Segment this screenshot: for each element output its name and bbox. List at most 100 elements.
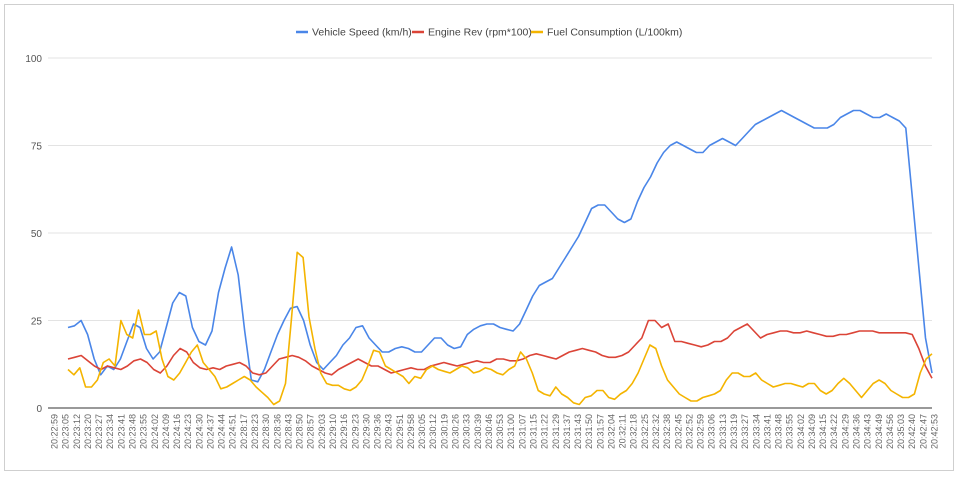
x-tick-label: 20:34:56 — [885, 414, 895, 449]
x-tick-label: 20:32:45 — [673, 414, 683, 449]
legend-label: Engine Rev (rpm*100) — [428, 27, 532, 39]
x-tick-label: 20:31:00 — [506, 414, 516, 449]
x-tick-label: 20:34:43 — [863, 414, 873, 449]
x-tick-label: 20:29:23 — [350, 414, 360, 449]
x-tick-label: 20:28:57 — [306, 414, 316, 449]
x-tick-label: 20:23:20 — [83, 414, 93, 449]
x-tick-label: 20:34:49 — [874, 414, 884, 449]
x-tick-label: 20:33:13 — [718, 414, 728, 449]
x-tick-label: 20:23:12 — [72, 414, 82, 449]
x-tick-label: 20:30:05 — [417, 414, 427, 449]
x-tick-label: 20:31:29 — [551, 414, 561, 449]
y-tick-label: 25 — [31, 317, 43, 328]
x-tick-label: 20:29:03 — [317, 414, 327, 449]
x-tick-label: 20:29:58 — [406, 414, 416, 449]
series-points-1 — [67, 320, 933, 379]
series-points-2 — [67, 252, 933, 405]
x-tick-label: 20:24:02 — [150, 414, 160, 449]
x-tick-label: 20:32:18 — [629, 414, 639, 449]
x-tick-label: 20:24:37 — [205, 414, 215, 449]
x-tick-label: 20:31:57 — [595, 414, 605, 449]
x-tick-label: 20:24:30 — [194, 414, 204, 449]
x-tick-label: 20:32:32 — [651, 414, 661, 449]
x-tick-label: 20:29:10 — [328, 414, 338, 449]
legend-label: Vehicle Speed (km/h) — [312, 27, 412, 39]
x-tick-label: 20:42:40 — [907, 414, 917, 449]
chart-frame — [4, 4, 954, 471]
x-tick-label: 20:32:04 — [606, 414, 616, 449]
x-tick-label: 20:23:05 — [61, 414, 71, 449]
x-tick-label: 20:34:15 — [818, 414, 828, 449]
legend-label: Fuel Consumption (L/100km) — [547, 27, 682, 39]
x-tick-label: 20:30:12 — [428, 414, 438, 449]
x-tick-label: 20:23:55 — [139, 414, 149, 449]
x-tick-label: 20:29:30 — [361, 414, 371, 449]
x-tick-label: 20:28:36 — [272, 414, 282, 449]
x-tick-label: 20:31:43 — [573, 414, 583, 449]
x-tick-label: 20:33:41 — [762, 414, 772, 449]
x-tick-label: 20:31:37 — [562, 414, 572, 449]
x-tick-label: 20:35:03 — [896, 414, 906, 449]
y-tick-label: 0 — [36, 404, 42, 415]
legend: Vehicle Speed (km/h) Engine Rev (rpm*100)… — [296, 27, 682, 39]
x-tick-label: 20:30:39 — [473, 414, 483, 449]
x-tick-label: 20:34:02 — [796, 414, 806, 449]
x-tick-label: 20:24:44 — [217, 414, 227, 449]
x-tick-label: 20:32:59 — [696, 414, 706, 449]
x-tick-label: 20:24:16 — [172, 414, 182, 449]
series-points-0 — [67, 110, 933, 382]
series-lines — [67, 109, 933, 406]
x-tick-label: 20:33:19 — [729, 414, 739, 449]
x-tick-label: 20:23:27 — [94, 414, 104, 449]
x-tick-label: 20:23:41 — [116, 414, 126, 449]
x-axis-ticks: 20:22:59 20:23:05 20:23:12 20:23:20 20:23:27… — [50, 414, 940, 449]
series-line-2 — [67, 251, 933, 406]
x-tick-label: 20:23:48 — [127, 414, 137, 449]
x-tick-label: 20:28:50 — [295, 414, 305, 449]
x-tick-label: 20:28:43 — [283, 414, 293, 449]
x-tick-label: 20:29:43 — [384, 414, 394, 449]
x-tick-label: 20:33:48 — [774, 414, 784, 449]
x-tick-label: 20:24:23 — [183, 414, 193, 449]
x-tick-label: 20:34:36 — [852, 414, 862, 449]
x-tick-label: 20:24:51 — [228, 414, 238, 449]
x-tick-label: 20:24:09 — [161, 414, 171, 449]
x-tick-label: 20:30:33 — [462, 414, 472, 449]
x-tick-label: 20:29:51 — [395, 414, 405, 449]
x-tick-label: 20:42:53 — [930, 414, 940, 449]
x-tick-label: 20:23:34 — [105, 414, 115, 449]
x-tick-label: 20:22:59 — [50, 414, 60, 449]
gridlines — [48, 57, 932, 409]
x-tick-label: 20:32:11 — [618, 414, 628, 448]
x-tick-label: 20:28:30 — [261, 414, 271, 449]
x-tick-label: 20:31:22 — [540, 414, 550, 449]
x-tick-label: 20:34:09 — [807, 414, 817, 449]
x-tick-label: 20:34:29 — [840, 414, 850, 449]
x-tick-label: 20:31:15 — [528, 414, 538, 449]
x-tick-label: 20:31:07 — [517, 414, 527, 449]
x-tick-label: 20:28:23 — [250, 414, 260, 449]
x-tick-label: 20:28:17 — [239, 414, 249, 449]
x-tick-label: 20:30:19 — [439, 414, 449, 449]
x-tick-label: 20:42:47 — [918, 414, 928, 449]
x-tick-label: 20:32:38 — [662, 414, 672, 449]
x-tick-label: 20:32:25 — [640, 414, 650, 449]
x-tick-label: 20:33:27 — [740, 414, 750, 449]
y-tick-label: 100 — [25, 54, 42, 65]
x-tick-label: 20:29:36 — [373, 414, 383, 449]
y-axis-ticks: 0 25 50 75 100 — [25, 54, 42, 415]
x-tick-label: 20:34:22 — [829, 414, 839, 449]
y-tick-label: 75 — [31, 142, 43, 153]
x-tick-label: 20:33:55 — [785, 414, 795, 449]
y-tick-label: 50 — [31, 229, 43, 240]
x-tick-label: 20:30:46 — [484, 414, 494, 449]
series-line-0 — [67, 109, 933, 383]
x-tick-label: 20:30:26 — [451, 414, 461, 449]
x-tick-label: 20:31:50 — [584, 414, 594, 449]
x-tick-label: 20:33:34 — [751, 414, 761, 449]
series-line-1 — [67, 319, 933, 379]
x-tick-label: 20:33:06 — [707, 414, 717, 449]
x-tick-label: 20:29:16 — [339, 414, 349, 449]
x-tick-label: 20:32:52 — [684, 414, 694, 449]
